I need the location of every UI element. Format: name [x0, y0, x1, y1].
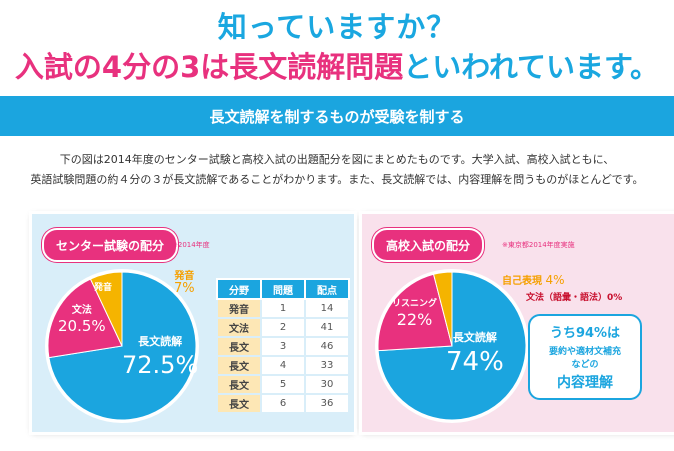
table-row: 長文 6 36: [216, 393, 350, 414]
hs-exam-title: 高校入試の配分: [386, 238, 471, 253]
table-cell-points: 36: [304, 393, 350, 414]
table-cell-field: 長文: [216, 355, 262, 376]
center-grammar-name: 文法: [71, 305, 92, 316]
table-row: 長文 4 33: [216, 355, 350, 376]
center-pron-callout: 発音 7%: [174, 271, 195, 296]
hs-exam-panel: 高校入試の配分 ※東京都2014年度実施 長文読解 74% リスニング 22% …: [362, 214, 674, 432]
banner-text: 長文読解を制するものが受験を制する: [209, 107, 465, 126]
center-essay-value: 72.5%: [122, 351, 199, 379]
center-exam-note: ※2014年度: [172, 241, 210, 249]
center-exam-title: センター試験の配分: [56, 238, 165, 253]
table-header-points: 配点: [304, 278, 350, 300]
intro-line-2: 英語試験問題の約４分の３が長文読解であることがわかります。また、長文読解では、内…: [30, 173, 644, 186]
center-pie-slice-1: [47, 278, 123, 359]
hs-pie-slice-1: [377, 273, 453, 352]
table-cell-field: 発音: [216, 298, 262, 319]
table-cell-question: 4: [260, 355, 306, 376]
center-slice-label-essay: 長文読解 72.5%: [122, 336, 198, 377]
hs-grammar-value: 0%: [607, 293, 623, 303]
table-cell-points: 41: [304, 317, 350, 338]
headline-question: 知っていますか？: [217, 10, 457, 44]
center-pron-callout-value: 7%: [174, 281, 195, 296]
table-cell-field: 長文: [216, 393, 262, 414]
hs-pie-slice-2: [432, 271, 453, 347]
hs-exam-note: ※東京都2014年度実施: [502, 241, 575, 249]
table-header-row: 分野 問題 配点: [216, 278, 350, 300]
headline-statement: 入試の4分の3は長文読解問題といわれています。: [0, 44, 674, 86]
hs-exam-pie-chart: [375, 269, 529, 423]
table-cell-field: 長文: [216, 374, 262, 395]
hs-listening-value: 22%: [396, 310, 433, 329]
hs-essay-value: 74%: [446, 347, 504, 377]
table-cell-field: 長文: [216, 336, 262, 357]
center-exam-pie-chart: [45, 269, 199, 423]
table-header-field: 分野: [216, 278, 262, 300]
intro-line-1: 下の図は2014年度のセンター試験と高校入試の出題配分を図にまとめたものです。大…: [59, 153, 615, 166]
table-cell-points: 14: [304, 298, 350, 319]
table-row: 文法 2 41: [216, 317, 350, 338]
table-cell-points: 46: [304, 336, 350, 357]
table-cell-question: 5: [260, 374, 306, 395]
center-pie-slice-2: [89, 271, 123, 347]
center-grammar-value: 20.5%: [58, 317, 106, 335]
center-slice-label-pron: 発音: [94, 284, 112, 293]
center-essay-name: 長文読解: [138, 335, 183, 348]
callout-line-4: 内容理解: [557, 375, 613, 391]
hs-exam-title-pill: 高校入試の配分: [372, 228, 485, 262]
headline-pink-part: 入試の4分の3は長文読解問題: [14, 50, 404, 84]
hs-selfexpression-value: 4%: [545, 273, 565, 287]
center-exam-distribution-table: 分野 問題 配点 発音 1 14 文法 2 41 長文 3 46 長文: [216, 278, 350, 414]
hs-content-comprehension-callout: うち94%は 要約や適材文補充 などの 内容理解: [528, 314, 642, 400]
section-banner: 長文読解を制するものが受験を制する: [0, 96, 674, 136]
hs-selfexpression-name: 自己表現: [502, 276, 542, 287]
hs-slice-label-essay: 長文読解 74%: [446, 332, 504, 375]
center-pron-callout-name: 発音: [174, 271, 195, 282]
hs-listening-name: リスニング: [392, 299, 438, 309]
table-header-question: 問題: [260, 278, 306, 300]
intro-paragraph: 下の図は2014年度のセンター試験と高校入試の出題配分を図にまとめたものです。大…: [0, 150, 674, 190]
hs-slice-label-listening: リスニング 22%: [392, 300, 437, 328]
table-cell-field: 文法: [216, 317, 262, 338]
table-cell-points: 33: [304, 355, 350, 376]
center-exam-title-pill: センター試験の配分: [42, 228, 179, 262]
table-cell-question: 3: [260, 336, 306, 357]
headline-blue-part: といわれています。: [403, 50, 660, 84]
hs-grammar-callout: 文法（語彙・語法）0%: [526, 294, 622, 303]
table-cell-points: 30: [304, 374, 350, 395]
hs-selfexpression-callout: 自己表現 4%: [502, 274, 565, 287]
center-slice-label-grammar: 文法 20.5%: [58, 306, 106, 334]
center-exam-panel: センター試験の配分 ※2014年度 長文読解 72.5% 文法 20.5% 発音…: [32, 214, 354, 432]
table-row: 長文 3 46: [216, 336, 350, 357]
callout-line-3: などの: [571, 360, 599, 370]
table-cell-question: 6: [260, 393, 306, 414]
table-cell-question: 1: [260, 298, 306, 319]
hs-grammar-name: 文法（語彙・語法）: [526, 293, 608, 303]
callout-line-1: うち94%は: [549, 326, 621, 341]
table-row: 発音 1 14: [216, 298, 350, 319]
table-cell-question: 2: [260, 317, 306, 338]
hs-essay-name: 長文読解: [452, 331, 497, 344]
center-pron-name: 発音: [94, 283, 113, 293]
table-row: 長文 5 30: [216, 374, 350, 395]
callout-line-2: 要約や適材文補充: [548, 347, 621, 357]
